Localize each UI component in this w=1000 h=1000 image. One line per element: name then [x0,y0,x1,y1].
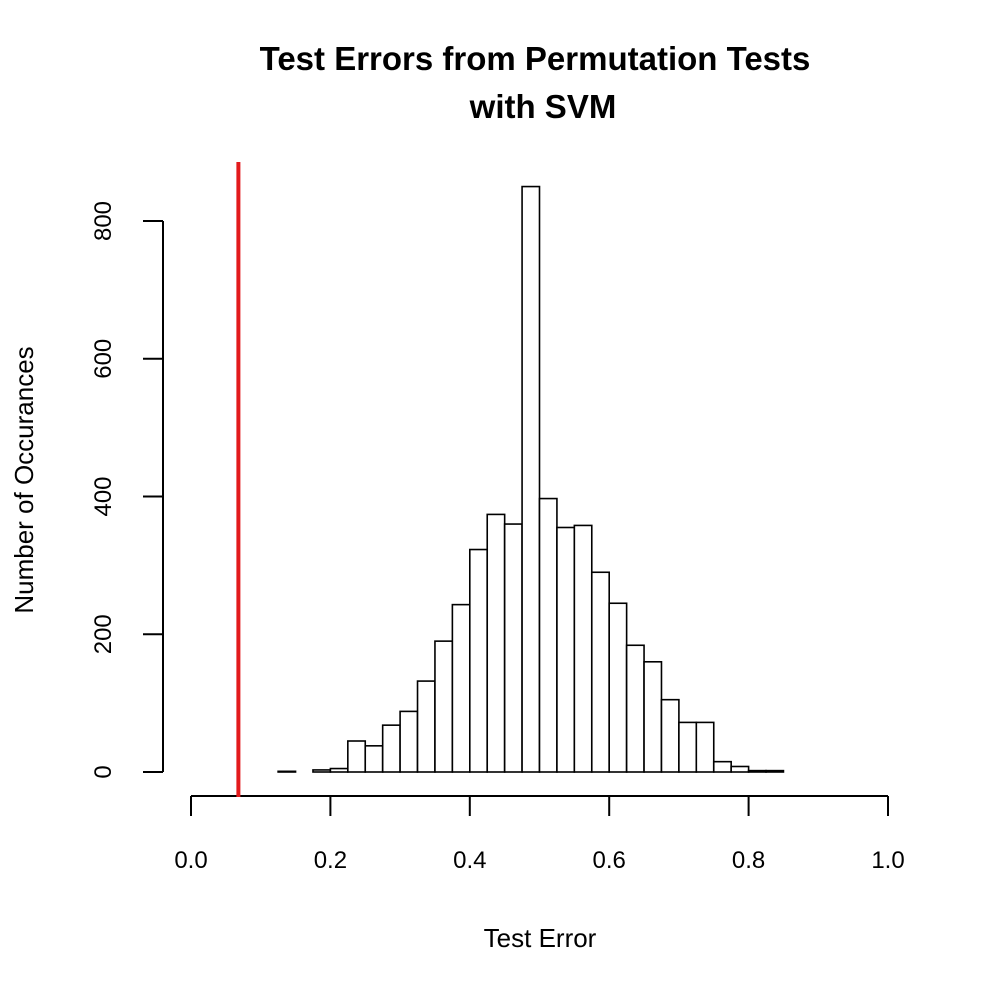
histogram-bar [747,769,767,773]
histogram-bar [608,602,628,773]
histogram-bar [416,680,436,773]
histogram-bar [521,185,541,773]
histogram-bar [695,721,715,773]
histogram-bar [573,524,593,773]
histogram-bar [765,769,785,773]
y-tick-label: 200 [90,614,117,654]
x-tick-label: 0.6 [593,847,626,874]
histogram-bar [643,660,663,773]
histogram-bar [625,644,645,773]
y-tick-label: 0 [90,765,117,778]
y-tick-label: 400 [90,476,117,516]
histogram-bar [381,724,401,773]
histogram-bar [312,769,332,773]
histogram-bar [329,767,349,773]
histogram-bar [730,765,750,773]
x-axis: 0.0 0.2 0.4 0.6 0.8 1.0 [174,795,905,874]
histogram-bar [451,603,471,773]
histogram-bar [347,740,367,773]
histogram-bar [468,548,489,773]
x-tick-label: 0.2 [314,847,347,874]
x-tick-label: 1.0 [871,847,904,874]
y-tick-label: 600 [90,339,117,379]
y-axis: 0 200 400 600 800 [90,201,164,779]
x-axis-label: Test Error [484,923,597,953]
y-tick-label: 800 [90,201,117,241]
histogram-bar [590,571,611,773]
x-tick-label: 0.4 [453,847,486,874]
histogram-bar [660,698,680,773]
histogram-bar [538,497,558,773]
histogram-bar [678,721,698,773]
histogram-bar [364,745,384,773]
histogram-bar [712,760,732,773]
x-tick-label: 0.8 [732,847,765,874]
chart-title-line-2: with SVM [469,88,617,125]
histogram-bars [277,185,785,773]
histogram-bar [486,513,506,773]
y-axis-label: Number of Occurances [9,346,39,613]
histogram-bar [556,526,576,773]
histogram-bar [503,523,523,773]
histogram-bar [434,640,454,773]
histogram-bar [399,710,419,773]
chart-title-line-1: Test Errors from Permutation Tests [260,40,811,77]
x-tick-label: 0.0 [174,847,207,874]
histogram-bar [277,770,297,773]
